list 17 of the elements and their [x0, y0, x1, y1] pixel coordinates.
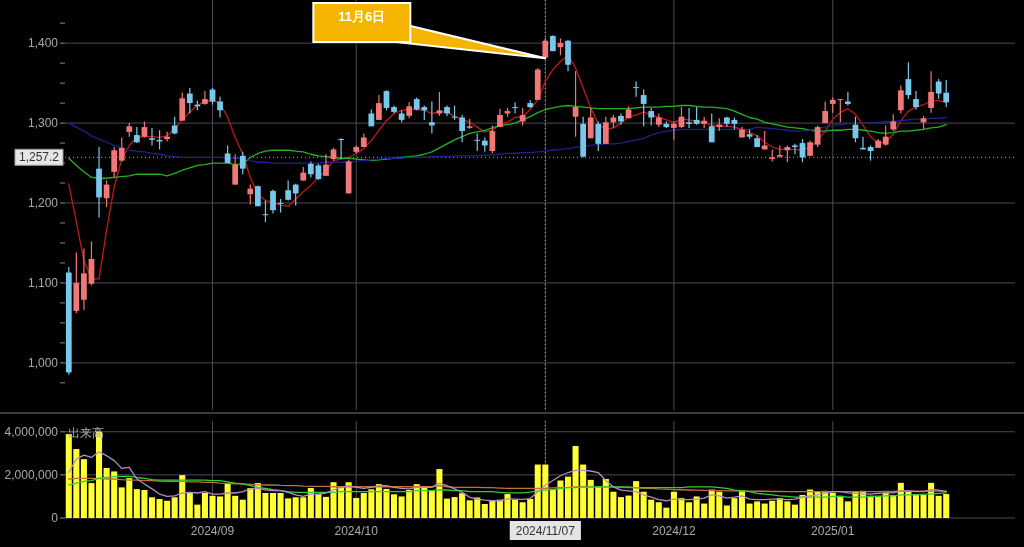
- y-tick-label: 1,300: [27, 116, 59, 131]
- annotation: 11月6日: [338, 8, 386, 24]
- y-tick-label: 1,400: [27, 36, 59, 51]
- x-tick-label: 2024/11/07: [515, 524, 576, 538]
- chart-title: 出来高: [68, 426, 104, 440]
- x-tick-label: 2024/12: [652, 524, 696, 538]
- y-tick-label: 4,000,000: [4, 424, 59, 439]
- y-tick-label: 1,200: [27, 196, 59, 210]
- x-tick-label: 2024/09: [190, 524, 235, 538]
- y-tick-label: 2,000,000: [4, 467, 59, 482]
- y-tick-label: 1,100: [27, 275, 59, 290]
- x-tick-label: 2025/01: [811, 524, 855, 538]
- y-tick-label: 1,000: [27, 355, 59, 370]
- ref-line-label: 1,257.2: [18, 150, 60, 165]
- callout: 11月6日: [312, 2, 547, 60]
- x-tick-label: 2024/10: [334, 524, 379, 538]
- y-tick-label: 0: [51, 511, 59, 525]
